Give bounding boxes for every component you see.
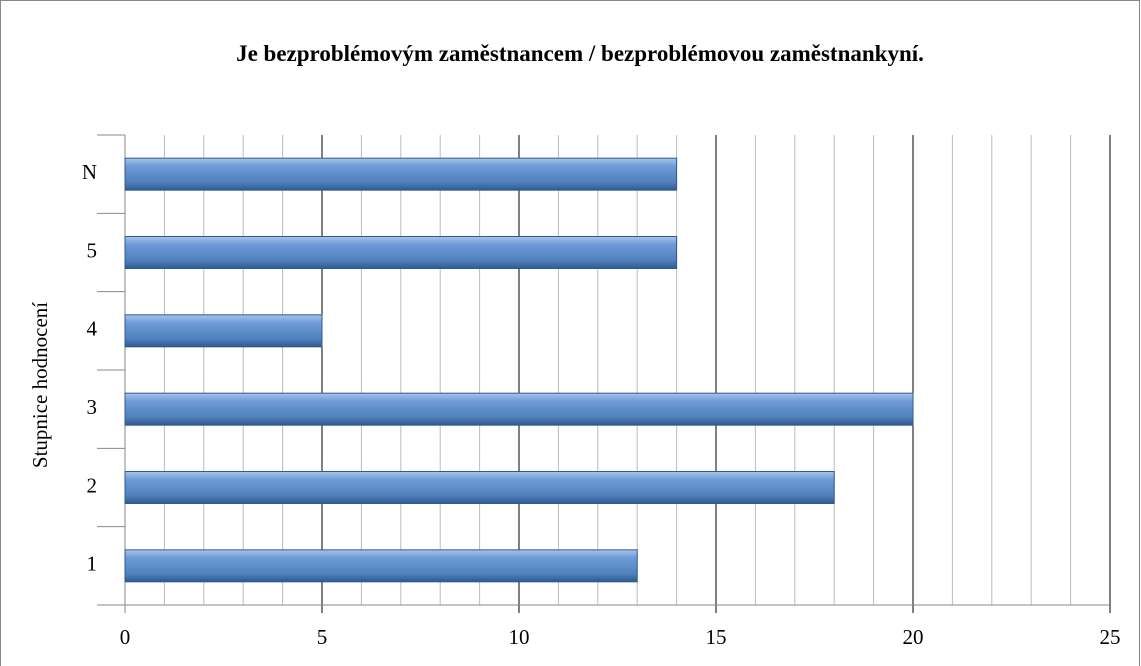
y-tick-label: 5 [87,238,98,262]
bar [124,392,914,426]
y-axis-label: Stupnice hodnocení [28,302,52,468]
bar [124,549,638,583]
y-tick-label: N [82,160,97,184]
x-tick-label: 25 [1100,625,1121,649]
x-tick-label: 20 [903,625,924,649]
y-tick-label: 4 [87,317,98,341]
y-tick-label: 3 [87,395,98,419]
chart-title: Je bezproblémovým zaměstnancem / bezprob… [236,41,924,66]
x-tick-label: 10 [509,625,530,649]
bar [124,471,835,504]
bar [124,314,323,348]
y-tick-label: 2 [87,473,98,497]
bar [124,157,678,191]
bar [124,236,678,269]
x-tick-label: 15 [706,625,727,649]
x-tick-label: 0 [120,625,131,649]
x-tick-label: 5 [317,625,328,649]
y-tick-label: 1 [87,552,98,576]
